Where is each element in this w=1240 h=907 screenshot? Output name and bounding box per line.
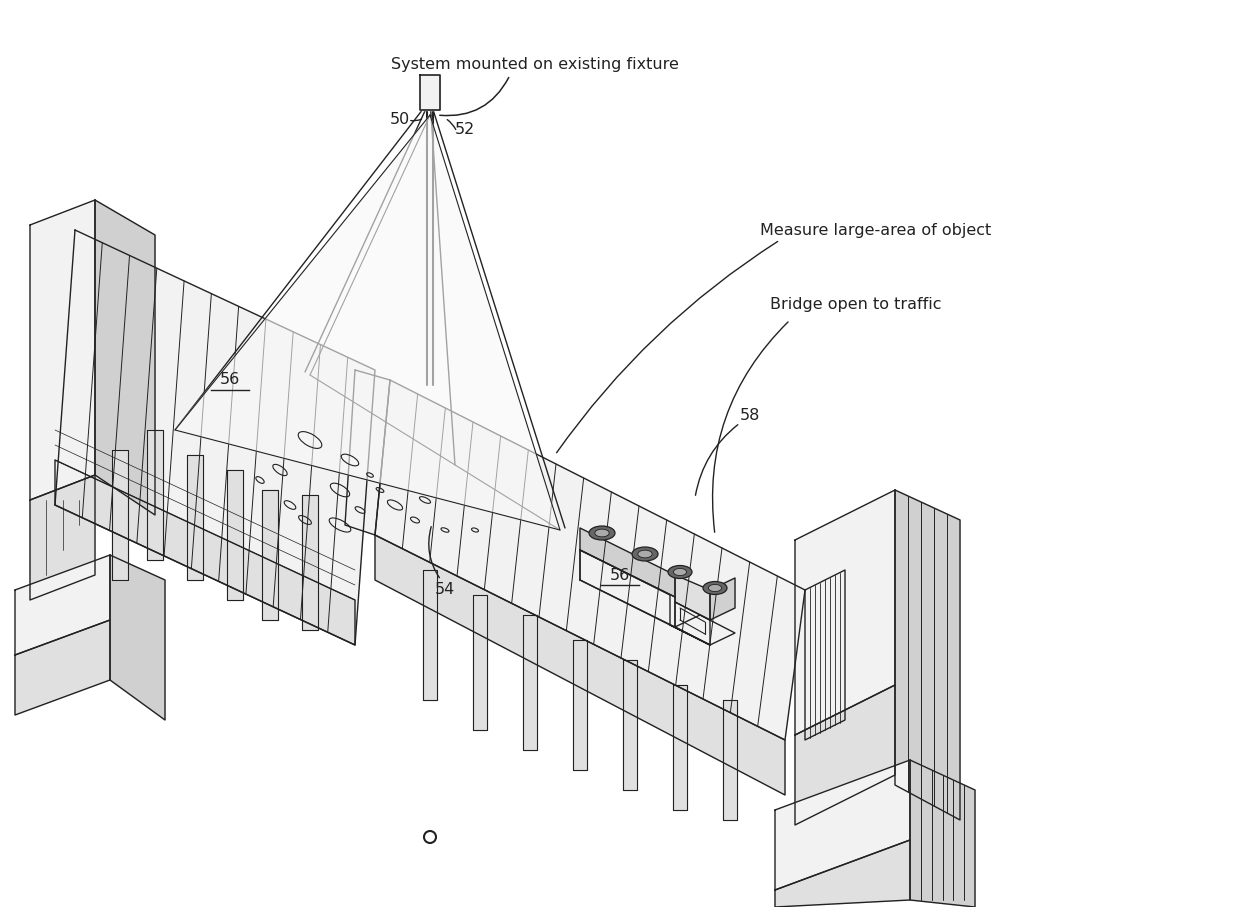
Polygon shape [580,550,675,627]
Polygon shape [472,595,487,730]
Polygon shape [795,685,895,825]
Polygon shape [795,490,895,735]
Polygon shape [30,475,95,600]
Text: System mounted on existing fixture: System mounted on existing fixture [391,57,680,73]
Polygon shape [622,660,637,790]
Text: 56: 56 [610,568,630,582]
Polygon shape [775,760,910,890]
Polygon shape [345,370,391,535]
Text: 54: 54 [435,582,455,598]
Polygon shape [805,570,844,740]
Polygon shape [580,528,675,597]
Polygon shape [374,380,805,740]
Polygon shape [523,615,537,750]
Polygon shape [55,230,374,645]
Text: Measure large-area of object: Measure large-area of object [760,222,991,238]
Polygon shape [895,490,960,820]
Polygon shape [573,640,587,770]
Polygon shape [711,578,735,620]
Ellipse shape [673,569,687,576]
Ellipse shape [589,526,615,540]
Polygon shape [55,460,355,645]
Polygon shape [112,450,128,580]
Polygon shape [175,115,560,530]
Polygon shape [675,615,735,645]
Polygon shape [30,200,95,500]
Polygon shape [110,555,165,720]
Polygon shape [15,555,110,655]
Polygon shape [262,490,278,620]
Polygon shape [775,840,910,907]
Polygon shape [95,200,155,515]
Text: 58: 58 [740,407,760,423]
Text: 56: 56 [219,373,241,387]
Polygon shape [148,430,162,560]
Polygon shape [675,575,711,620]
Ellipse shape [632,547,658,561]
Ellipse shape [637,551,652,558]
Polygon shape [673,685,687,810]
Polygon shape [423,570,436,700]
Polygon shape [580,550,711,645]
Ellipse shape [703,581,727,594]
Ellipse shape [595,529,609,537]
Polygon shape [675,602,711,645]
Polygon shape [303,495,317,630]
Ellipse shape [668,565,692,579]
Polygon shape [15,620,110,715]
Ellipse shape [708,584,722,591]
Text: Bridge open to traffic: Bridge open to traffic [770,297,941,313]
Polygon shape [910,760,975,907]
Polygon shape [723,700,737,820]
Polygon shape [374,535,785,795]
Text: 50: 50 [389,112,410,128]
Polygon shape [187,455,203,580]
Polygon shape [420,75,440,110]
Text: 52: 52 [455,122,475,138]
Polygon shape [227,470,243,600]
